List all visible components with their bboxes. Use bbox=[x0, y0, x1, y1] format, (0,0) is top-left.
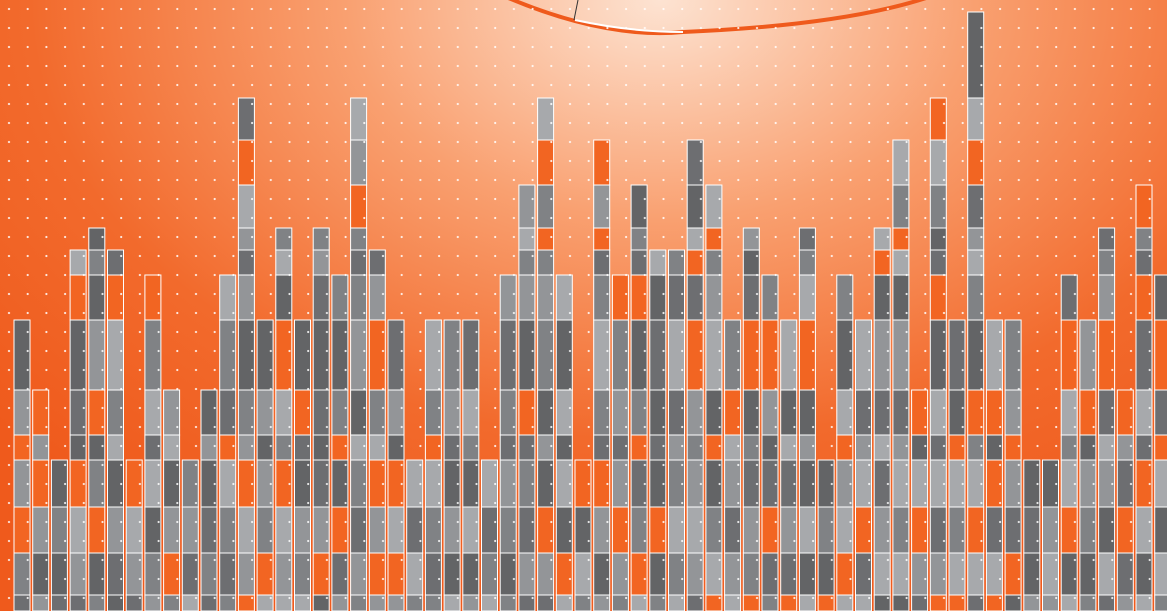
decorative-graphic bbox=[0, 0, 1167, 611]
dot-pattern bbox=[0, 0, 1167, 611]
page: (() => { const data = JSON.parse(documen… bbox=[0, 0, 1167, 611]
